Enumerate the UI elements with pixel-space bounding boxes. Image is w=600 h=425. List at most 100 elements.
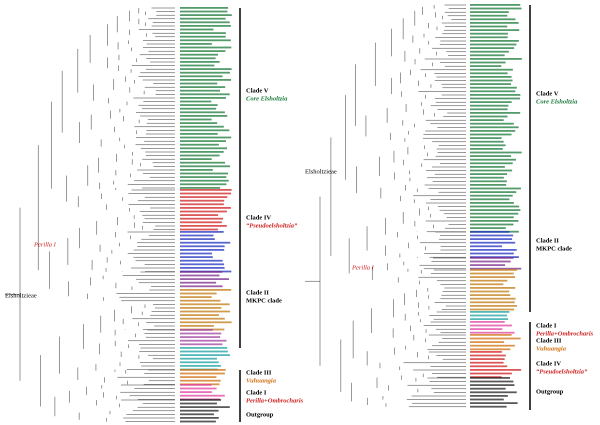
tip-label	[470, 242, 515, 244]
tip-label	[180, 406, 230, 408]
tip-label	[470, 402, 518, 404]
tip-label	[470, 116, 507, 118]
tip-label	[180, 231, 224, 233]
tip-label	[470, 341, 504, 343]
tip-label	[180, 57, 216, 59]
tip-label	[180, 25, 231, 27]
tip-label	[180, 75, 223, 77]
clade-group: MKPC clade	[536, 245, 572, 252]
tip-label	[180, 207, 231, 209]
tip-label	[180, 137, 231, 139]
tip-label	[180, 165, 230, 167]
tip-label	[470, 358, 505, 360]
tip-label	[180, 225, 227, 227]
tip-label	[180, 54, 218, 56]
tip-label	[470, 332, 514, 334]
tip-label	[470, 298, 516, 300]
tip-label	[470, 377, 510, 379]
tip-label	[470, 348, 510, 350]
tip-label	[470, 287, 515, 289]
tip-label	[180, 218, 223, 220]
node-label: Perilla I	[33, 241, 57, 248]
tip-label	[470, 148, 503, 150]
tip-label	[470, 40, 519, 42]
tip-label	[470, 238, 512, 240]
tip-label	[180, 221, 222, 223]
tip-label	[470, 62, 506, 64]
tip-label	[180, 249, 224, 251]
tip-label	[470, 291, 509, 293]
tip-label	[180, 282, 216, 284]
tip-label	[470, 90, 515, 92]
tip-label	[180, 369, 226, 371]
tip-label	[180, 43, 212, 45]
tip-label	[180, 235, 214, 237]
tip-label	[470, 213, 518, 215]
tip-label	[470, 188, 521, 190]
tip-label	[180, 354, 230, 356]
tip-label	[180, 293, 217, 295]
tip-label	[180, 314, 219, 316]
tip-label	[180, 361, 219, 363]
tip-label	[470, 273, 514, 275]
clade-name: Clade I	[246, 389, 267, 396]
tip-label	[470, 231, 509, 233]
clade-name: Clade IV	[246, 214, 271, 221]
tip-label	[470, 261, 511, 263]
tip-label	[180, 115, 227, 117]
tip-label	[180, 358, 217, 360]
tip-label	[180, 376, 216, 378]
tip-label	[180, 104, 218, 106]
tip-label	[470, 47, 514, 49]
tip-label	[470, 159, 516, 161]
tip-label	[470, 328, 502, 330]
clade-name: Clade II	[536, 237, 559, 244]
tip-label	[470, 311, 509, 313]
tip-label	[180, 176, 226, 178]
tip-label	[470, 58, 522, 60]
tip-label	[180, 14, 232, 16]
tip-label	[180, 18, 226, 20]
tip-label	[470, 269, 517, 271]
tip-label	[180, 275, 220, 277]
clade-group: Perilla+Ombrocharis	[536, 330, 594, 337]
tip-label	[180, 391, 212, 393]
tip-label	[470, 388, 506, 390]
tip-label	[180, 267, 225, 269]
tip-label	[470, 76, 512, 78]
tip-label	[470, 195, 513, 197]
tip-label	[470, 134, 512, 136]
clade-group: Vuhuangia	[246, 377, 277, 384]
tip-label	[180, 90, 220, 92]
tip-label	[180, 278, 229, 280]
tip-label	[180, 119, 212, 121]
clade-group: Perilla+Ombrocharis	[246, 397, 304, 404]
tip-label	[180, 11, 227, 13]
tip-label	[180, 413, 214, 415]
tip-label	[180, 347, 227, 349]
tip-label	[470, 69, 513, 71]
tip-label	[470, 65, 501, 67]
tip-label	[180, 193, 231, 195]
tip-label	[180, 180, 229, 182]
tip-label	[470, 180, 507, 182]
tip-label	[470, 94, 520, 96]
tip-label	[470, 253, 514, 255]
tip-label	[470, 209, 520, 211]
tip-label	[180, 214, 218, 216]
clade-name: Clade IV	[536, 360, 561, 367]
clade-name: Outgroup	[536, 388, 564, 395]
tip-label	[180, 140, 226, 142]
tip-label	[180, 72, 230, 74]
tip-label	[180, 61, 220, 63]
tip-label	[470, 216, 514, 218]
tip-label	[470, 351, 502, 353]
tip-label	[470, 8, 522, 10]
tip-label	[180, 384, 212, 386]
tip-label	[180, 151, 224, 153]
tip-label	[470, 294, 510, 296]
tip-label	[470, 170, 512, 172]
tip-label	[470, 305, 517, 307]
tip-label	[180, 83, 217, 85]
tip-label	[470, 191, 516, 193]
